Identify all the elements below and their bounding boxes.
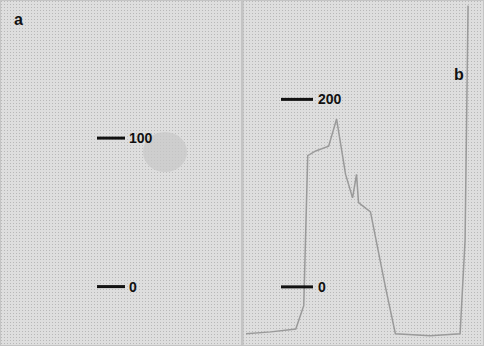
svg-text:b: b	[454, 66, 464, 83]
svg-text:100: 100	[129, 130, 153, 146]
svg-text:200: 200	[318, 91, 342, 107]
svg-text:a: a	[14, 11, 23, 28]
svg-text:0: 0	[129, 279, 137, 295]
svg-text:0: 0	[318, 279, 326, 295]
